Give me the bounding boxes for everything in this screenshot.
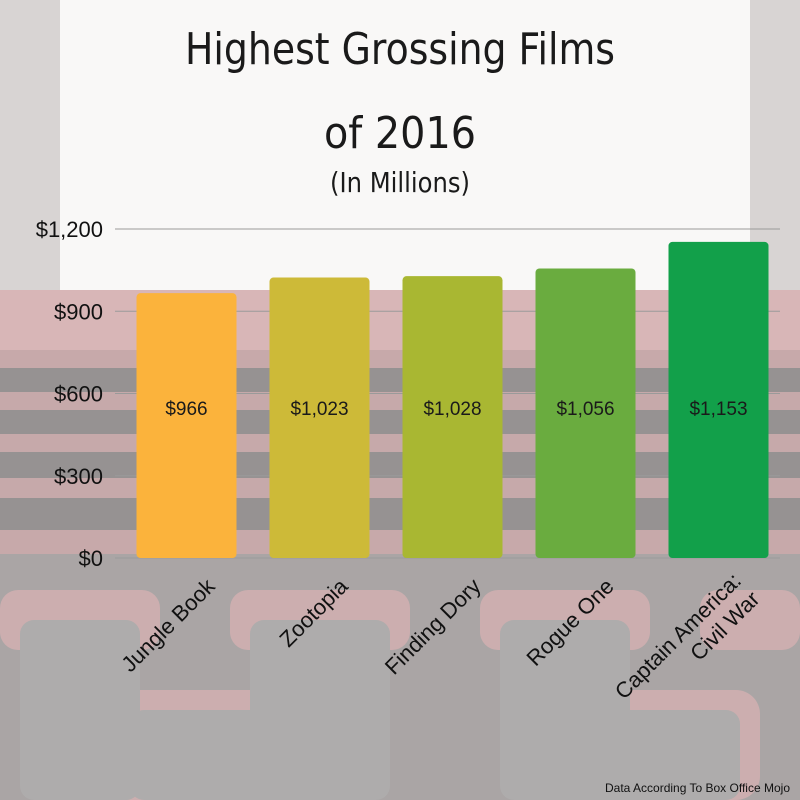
chart-title-line-1: Highest Grossing Films xyxy=(185,24,615,75)
bar xyxy=(535,268,636,558)
y-tick-label: $300 xyxy=(54,464,103,489)
bar-value-label: $1,028 xyxy=(423,399,481,420)
source-note: Data According To Box Office Mojo xyxy=(605,781,790,795)
x-tick-label-line: Finding Dory xyxy=(380,574,486,680)
chart-title-line-2: of 2016 xyxy=(324,108,476,159)
y-tick-label: $900 xyxy=(54,299,103,324)
x-tick-label: Rogue One xyxy=(521,574,618,671)
bar xyxy=(136,293,237,558)
y-tick-label: $0 xyxy=(79,546,103,571)
bar-value-label: $1,023 xyxy=(290,399,348,420)
bar-value-label: $1,056 xyxy=(556,399,614,420)
y-tick-label: $600 xyxy=(54,382,103,407)
bar xyxy=(269,277,370,558)
x-tick-label-line: Zootopia xyxy=(274,573,353,652)
x-tick-label-line: Rogue One xyxy=(521,574,618,671)
bar xyxy=(668,241,769,558)
chart-subtitle: (In Millions) xyxy=(330,166,470,199)
y-axis: $0 $300 $600 $900 $1,200 xyxy=(36,217,103,571)
x-tick-label-line: Jungle Book xyxy=(116,573,220,677)
x-tick-label: Finding Dory xyxy=(380,574,486,680)
x-tick-label: Captain America:Civil War xyxy=(610,568,765,723)
bar-value-label: $966 xyxy=(165,399,207,420)
y-tick-label: $1,200 xyxy=(36,217,103,242)
x-tick-label: Jungle Book xyxy=(116,573,220,677)
x-axis: Jungle Book Zootopia Finding Dory Rogue One… xyxy=(116,568,765,723)
bar xyxy=(402,276,503,558)
bars: $966 $1,023 $1,028 $1,056 $1,153 xyxy=(136,241,769,558)
bar-value-label: $1,153 xyxy=(689,399,747,420)
x-tick-label: Zootopia xyxy=(274,573,353,652)
